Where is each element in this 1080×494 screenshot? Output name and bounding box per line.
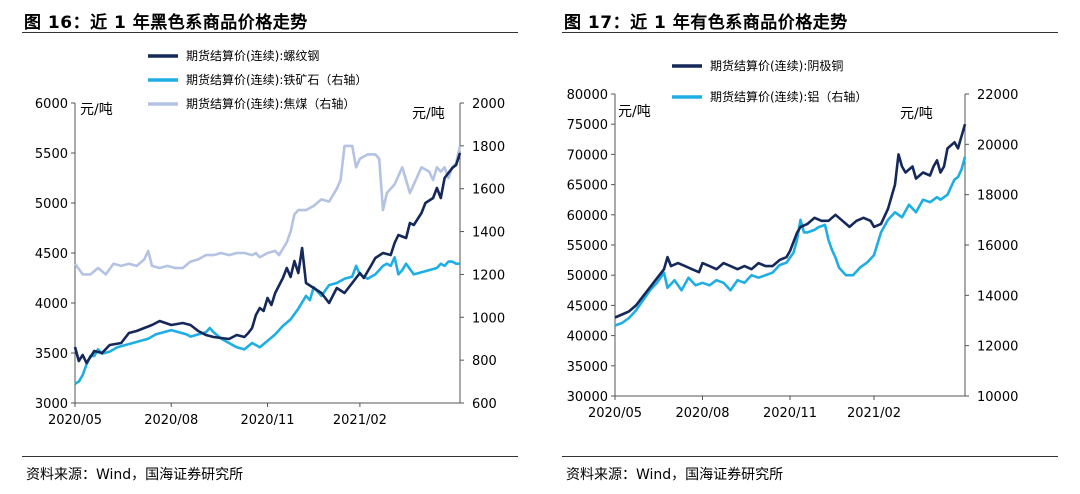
right-tick-label: 800 bbox=[472, 354, 497, 369]
left-tick-label: 80000 bbox=[567, 88, 608, 103]
bottom-divider bbox=[562, 456, 1058, 457]
left-tick-label: 3500 bbox=[35, 347, 68, 362]
right-tick-label: 1600 bbox=[472, 183, 505, 198]
left-tick-label: 35000 bbox=[567, 360, 608, 375]
left-unit-label: 元/吨 bbox=[80, 102, 113, 118]
left-tick-label: 40000 bbox=[567, 330, 608, 345]
legend-label: 期货结算价(连续):阴极铜 bbox=[710, 58, 843, 73]
source-note: 资料来源：Wind，国海证券研究所 bbox=[566, 467, 784, 483]
x-tick-label: 2021/02 bbox=[847, 406, 901, 421]
figure-17-panel: 图 17：近 1 年有色系商品价格走势 30000 35000 40000 45000… bbox=[540, 0, 1080, 494]
top-divider bbox=[562, 32, 1058, 33]
figure-title: 图 16：近 1 年黑色系商品价格走势 bbox=[24, 13, 308, 33]
right-tick-label: 600 bbox=[472, 397, 497, 412]
source-note: 资料来源：Wind，国海证券研究所 bbox=[26, 467, 244, 483]
right-tick-label: 10000 bbox=[977, 390, 1018, 405]
right-tick-label: 1000 bbox=[472, 311, 505, 326]
right-tick-label: 16000 bbox=[977, 239, 1018, 254]
right-tick-label: 14000 bbox=[977, 289, 1018, 304]
left-tick-label: 70000 bbox=[567, 148, 608, 163]
left-tick-label: 30000 bbox=[567, 390, 608, 405]
right-tick-label: 1800 bbox=[472, 140, 505, 155]
top-divider bbox=[22, 32, 518, 33]
left-tick-label: 5500 bbox=[35, 147, 68, 162]
left-tick-label: 65000 bbox=[567, 179, 608, 194]
left-tick-label: 45000 bbox=[567, 299, 608, 314]
right-tick-label: 22000 bbox=[977, 88, 1018, 103]
x-tick-label: 2021/02 bbox=[333, 413, 387, 428]
left-tick-label: 60000 bbox=[567, 209, 608, 224]
series-line-1 bbox=[614, 123, 967, 319]
left-tick-label: 4000 bbox=[35, 297, 68, 312]
legend-label: 期货结算价(连续):铝（右轴） bbox=[710, 89, 867, 104]
x-tick-label: 2020/05 bbox=[48, 413, 102, 428]
legend-label: 期货结算价(连续):焦煤（右轴） bbox=[186, 96, 355, 111]
chart-black-commodities: 3000 3500 4000 4500 5000 5500 6000 600 800 1000 12… bbox=[35, 48, 505, 428]
right-tick-label: 2000 bbox=[472, 97, 505, 112]
x-tick-label: 2020/08 bbox=[144, 413, 198, 428]
left-tick-label: 5000 bbox=[35, 197, 68, 212]
left-tick-label: 55000 bbox=[567, 239, 608, 254]
series-line-2 bbox=[614, 156, 967, 327]
left-tick-label: 4500 bbox=[35, 247, 68, 262]
legend-backdrop bbox=[664, 59, 896, 75]
series-line-3 bbox=[73, 144, 462, 276]
figure-16-panel: 图 16：近 1 年黑色系商品价格走势 3000 3500 4000 4500 5000… bbox=[22, 13, 518, 483]
figure-title: 图 17：近 1 年有色系商品价格走势 bbox=[564, 13, 848, 33]
x-tick-label: 2020/08 bbox=[675, 406, 729, 421]
right-tick-label: 20000 bbox=[977, 138, 1018, 153]
chart-nonferrous-commodities: 30000 35000 40000 45000 50000 55000 60000 65000… bbox=[567, 58, 1019, 421]
series-line-1 bbox=[73, 152, 462, 365]
bottom-divider bbox=[22, 456, 518, 457]
right-unit-label: 元/吨 bbox=[900, 106, 933, 122]
legend-backdrop bbox=[140, 73, 372, 89]
legend-backdrop bbox=[664, 90, 896, 106]
left-tick-label: 6000 bbox=[35, 97, 68, 112]
left-tick-label: 50000 bbox=[567, 269, 608, 284]
x-tick-label: 2020/05 bbox=[588, 406, 642, 421]
series-line-2 bbox=[74, 256, 460, 385]
right-tick-label: 1200 bbox=[472, 268, 505, 283]
left-unit-label: 元/吨 bbox=[618, 104, 651, 120]
right-unit-label: 元/吨 bbox=[412, 106, 445, 122]
x-tick-label: 2020/11 bbox=[240, 413, 294, 428]
right-tick-label: 1400 bbox=[472, 226, 505, 241]
left-tick-label: 75000 bbox=[567, 118, 608, 133]
legend-backdrop bbox=[140, 97, 372, 113]
left-tick-label: 3000 bbox=[35, 397, 68, 412]
legend-label: 期货结算价(连续):铁矿石（右轴） bbox=[186, 72, 367, 87]
legend-backdrop bbox=[140, 49, 372, 65]
x-tick-label: 2020/11 bbox=[763, 406, 817, 421]
right-tick-label: 18000 bbox=[977, 189, 1018, 204]
legend-label: 期货结算价(连续):螺纹钢 bbox=[186, 48, 319, 63]
right-tick-label: 12000 bbox=[977, 340, 1018, 355]
